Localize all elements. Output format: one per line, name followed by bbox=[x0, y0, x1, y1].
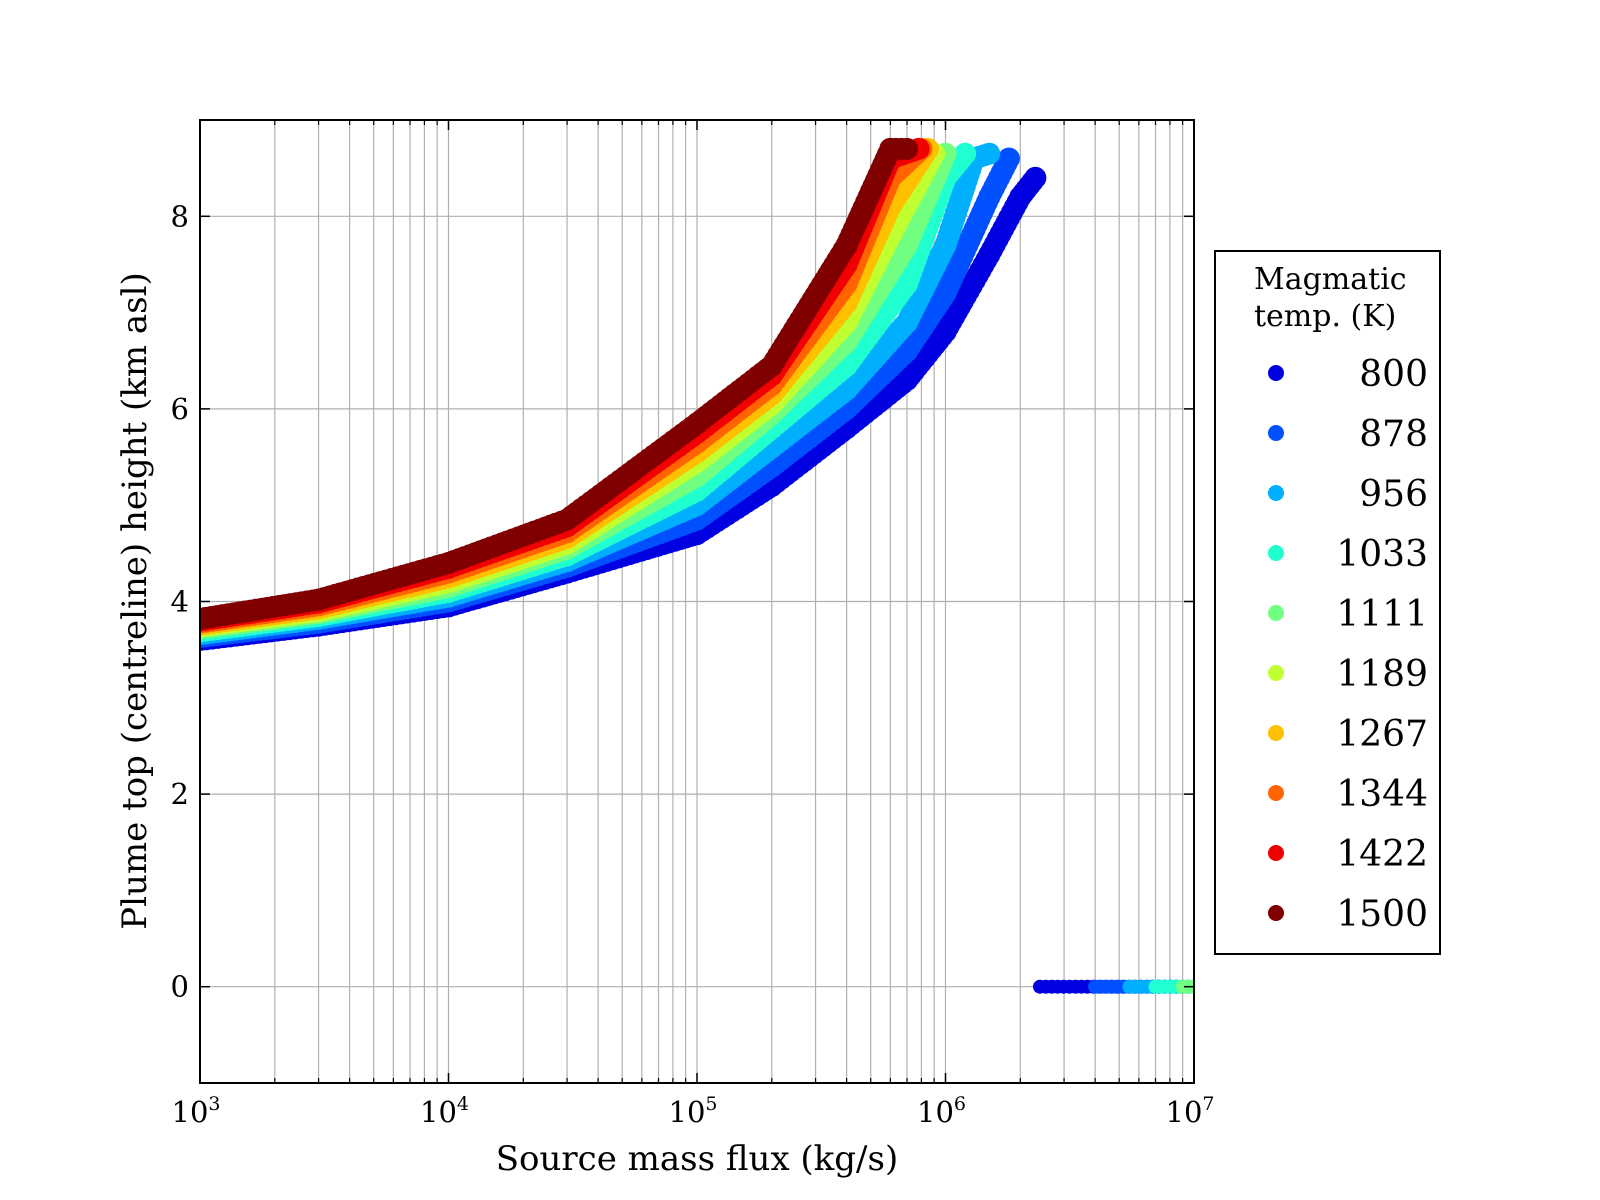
legend-marker-1189 bbox=[1268, 665, 1284, 681]
series-1111 bbox=[200, 142, 1194, 994]
legend-marker-1111 bbox=[1268, 605, 1284, 621]
marker-878 bbox=[997, 147, 1020, 170]
legend-label-1111: 1111 bbox=[1336, 594, 1428, 635]
x-tick-label: 105 bbox=[669, 1093, 718, 1129]
legend-label-1344: 1344 bbox=[1336, 774, 1428, 815]
marker-800 bbox=[1024, 166, 1047, 189]
legend: Magmatic temp. (K) 800 878 956 1033 1111 1189… bbox=[1214, 250, 1441, 955]
x-tick-label: 103 bbox=[172, 1093, 221, 1129]
series-1500 bbox=[200, 137, 919, 630]
legend-label-1267: 1267 bbox=[1336, 714, 1428, 755]
legend-label-1033: 1033 bbox=[1336, 534, 1428, 575]
legend-label-956: 956 bbox=[1359, 474, 1428, 515]
marker-1500 bbox=[896, 137, 919, 160]
legend-box bbox=[1214, 250, 1441, 955]
x-tick-label: 104 bbox=[420, 1093, 469, 1129]
legend-label-878: 878 bbox=[1359, 414, 1428, 455]
series-956 bbox=[200, 142, 1194, 994]
y-tick-label: 6 bbox=[171, 392, 189, 426]
legend-marker-800 bbox=[1268, 365, 1284, 381]
x-tick-label: 107 bbox=[1166, 1093, 1215, 1129]
legend-entries: 800 878 956 1033 1111 1189 1267 1344 1422 1500 bbox=[1268, 354, 1428, 935]
series-878 bbox=[200, 147, 1194, 994]
x-axis-title: Source mass flux (kg/s) bbox=[496, 1139, 898, 1179]
y-axis-title: Plume top (centreline) height (km asl) bbox=[115, 272, 155, 930]
legend-marker-1033 bbox=[1268, 545, 1284, 561]
legend-marker-1500 bbox=[1268, 905, 1284, 921]
y-tick-label: 0 bbox=[171, 970, 189, 1004]
y-tick-labels: 0 2 4 6 8 bbox=[171, 199, 189, 1003]
marker-956 bbox=[978, 142, 1001, 165]
legend-marker-1344 bbox=[1268, 785, 1284, 801]
legend-title-line-1: Magmatic bbox=[1254, 262, 1407, 297]
legend-marker-1422 bbox=[1268, 845, 1284, 861]
legend-marker-956 bbox=[1268, 485, 1284, 501]
legend-label-800: 800 bbox=[1359, 354, 1428, 395]
y-tick-label: 2 bbox=[171, 777, 189, 811]
legend-label-1422: 1422 bbox=[1336, 834, 1428, 875]
y-tick-label: 8 bbox=[171, 199, 189, 233]
x-tick-labels: 103 104 105 106 107 bbox=[172, 1093, 1215, 1129]
legend-marker-1267 bbox=[1268, 725, 1284, 741]
y-tick-label: 4 bbox=[171, 585, 189, 619]
data-markers bbox=[200, 137, 1194, 994]
legend-label-1500: 1500 bbox=[1336, 894, 1428, 935]
x-tick-label: 106 bbox=[917, 1093, 966, 1129]
grid-lines bbox=[200, 120, 1194, 1083]
marker-1033 bbox=[954, 142, 977, 165]
series-1033 bbox=[200, 142, 1194, 994]
legend-title-line-2: temp. (K) bbox=[1254, 299, 1396, 334]
series-800 bbox=[200, 166, 1194, 994]
legend-marker-878 bbox=[1268, 425, 1284, 441]
axis-ticks bbox=[199, 120, 1195, 1083]
legend-label-1189: 1189 bbox=[1336, 654, 1428, 695]
